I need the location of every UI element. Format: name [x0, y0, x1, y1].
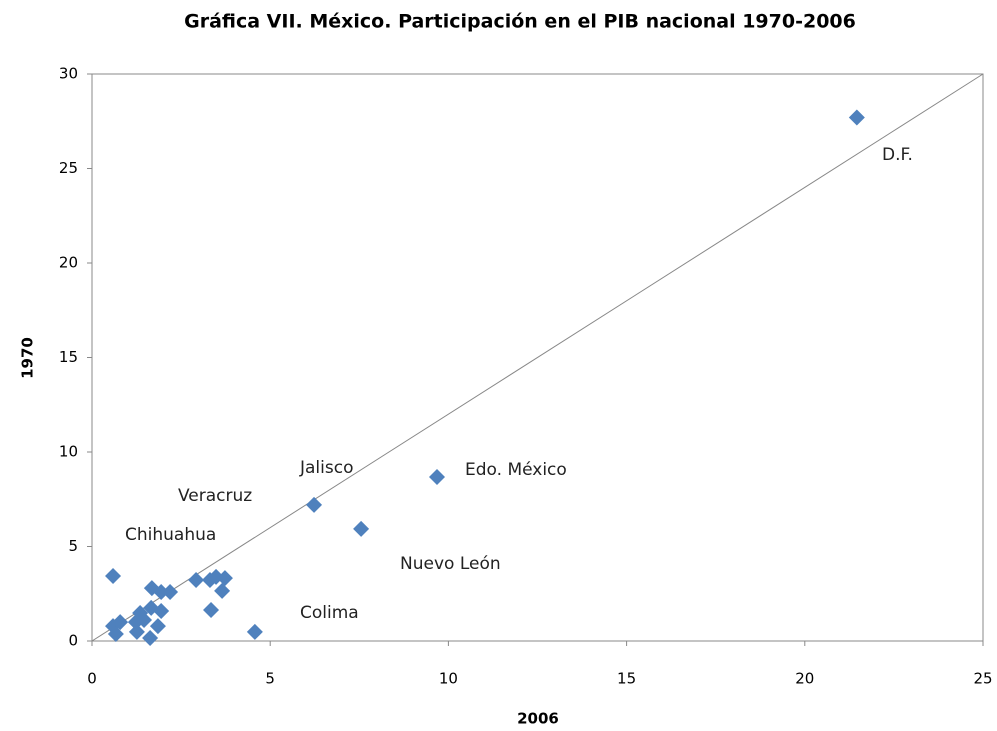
x-tick-label: 0	[87, 670, 97, 688]
annotation: Colima	[300, 603, 359, 623]
y-axis-label: 1970	[19, 337, 37, 379]
point	[107, 626, 124, 643]
point	[162, 584, 179, 601]
x-tick-label: 10	[439, 670, 458, 688]
point	[428, 468, 445, 485]
point	[153, 584, 170, 601]
point	[149, 618, 166, 635]
annotation: D.F.	[882, 145, 913, 165]
y-tick-label: 30	[59, 65, 78, 83]
annotation: Edo. México	[465, 460, 567, 480]
point	[353, 520, 370, 537]
point	[246, 623, 263, 640]
y-tick-label: 5	[68, 537, 78, 555]
point	[214, 582, 231, 599]
point	[142, 629, 159, 646]
annotation: Nuevo León	[400, 554, 501, 574]
chart-title: Gráfica VII. México. Participación en el…	[184, 11, 856, 33]
x-axis-label: 2006	[517, 710, 559, 728]
reference-line	[91, 73, 984, 642]
point	[127, 614, 144, 631]
annotation: Veracruz	[178, 486, 252, 506]
y-tick-label: 20	[59, 254, 78, 272]
annotation: Jalisco	[299, 458, 353, 478]
x-tick-label: 15	[617, 670, 636, 688]
point	[105, 567, 122, 584]
point	[306, 496, 323, 513]
y-tick-label: 25	[59, 159, 78, 177]
x-tick-label: 5	[265, 670, 275, 688]
point	[848, 109, 865, 126]
y-tick-label: 15	[59, 348, 78, 366]
annotation: Chihuahua	[125, 525, 216, 545]
y-tick-label: 0	[68, 632, 78, 650]
x-tick-label: 20	[795, 670, 814, 688]
point	[203, 602, 220, 619]
point	[188, 571, 205, 588]
point	[216, 570, 233, 587]
x-tick-label: 25	[973, 670, 992, 688]
point	[143, 599, 160, 616]
y-tick-label: 10	[59, 443, 78, 461]
point	[128, 623, 145, 640]
